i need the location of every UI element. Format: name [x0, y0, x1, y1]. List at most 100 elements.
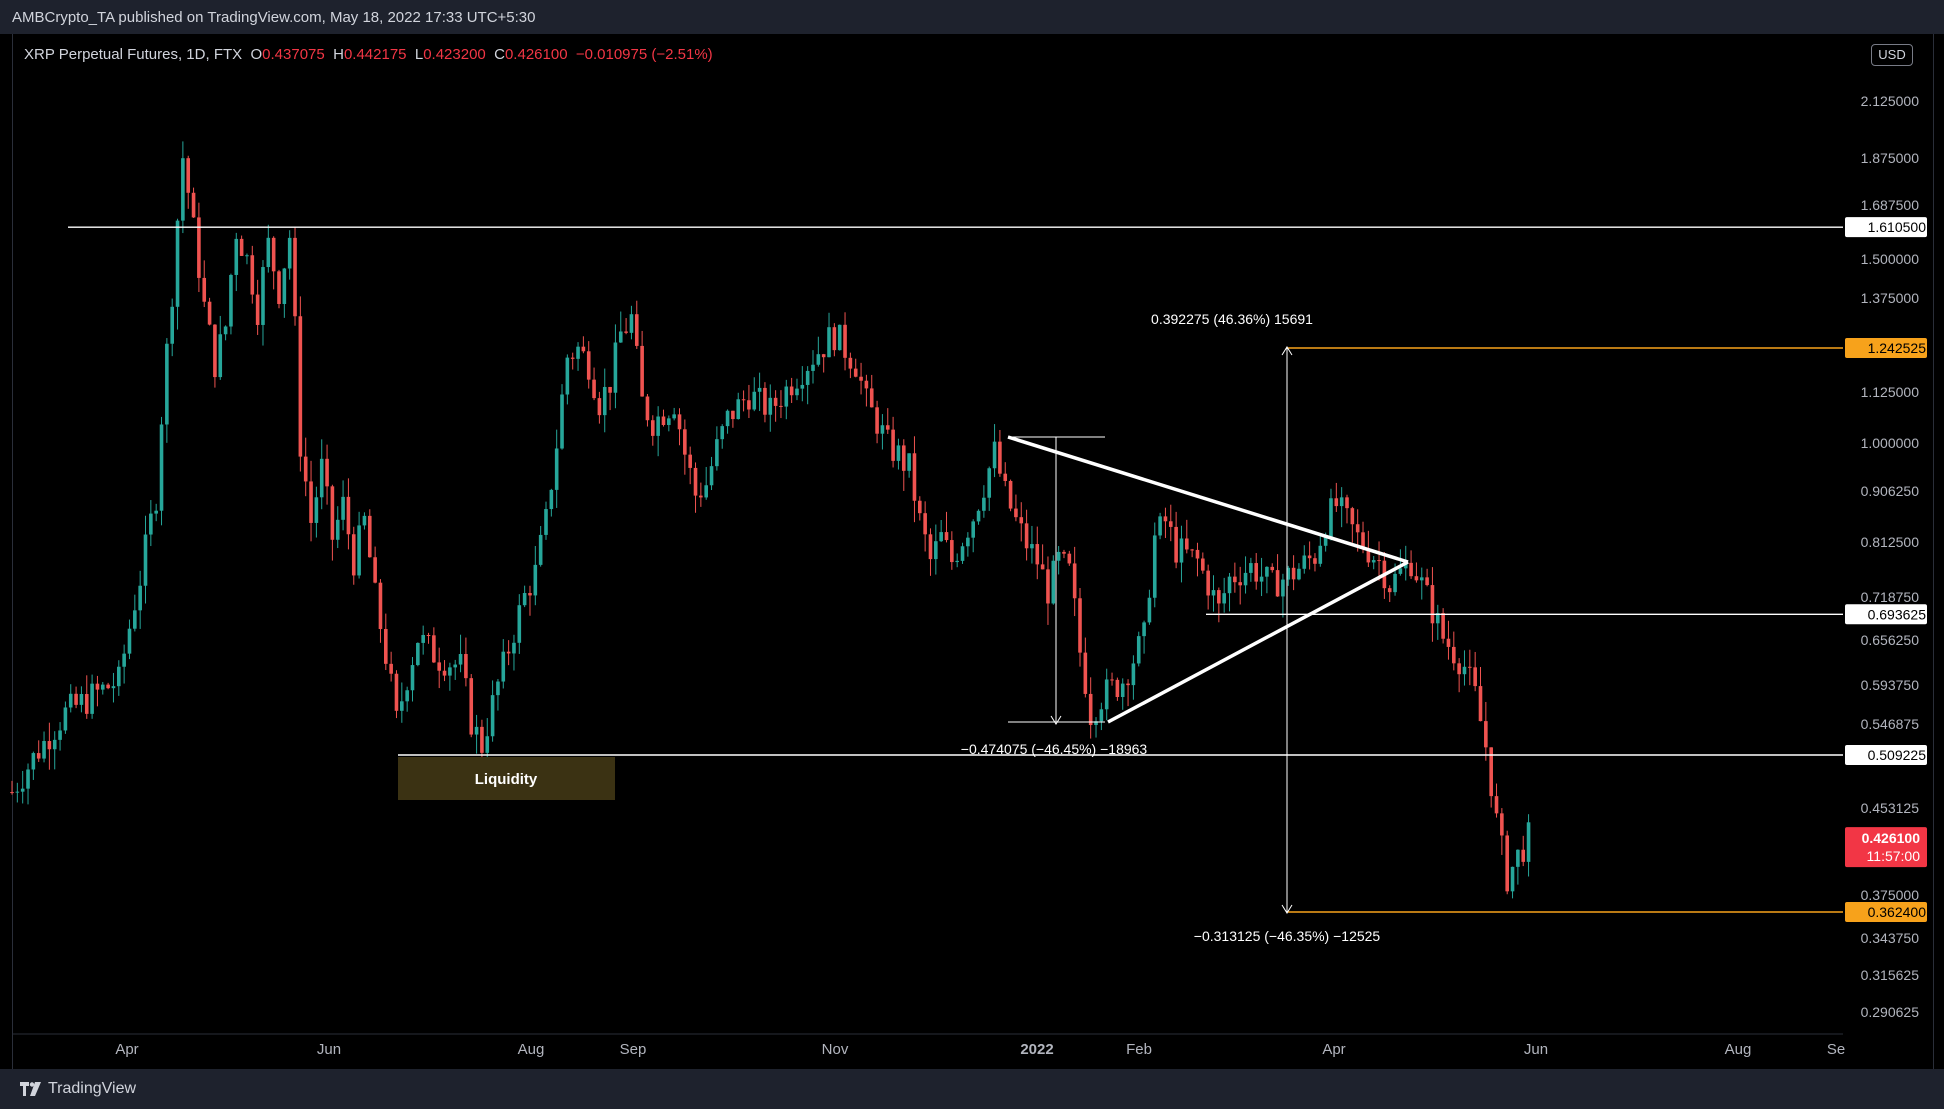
tradingview-brand[interactable]: TradingView [20, 1080, 136, 1098]
candle-body [1019, 517, 1024, 524]
price-tick-label: 1.125000 [1861, 384, 1920, 400]
candle-body [149, 513, 153, 535]
candle-body [271, 237, 276, 272]
candle-body [303, 456, 308, 482]
candle-body [1099, 709, 1104, 722]
price-tick-label: 2.125000 [1861, 93, 1920, 109]
candle-body [143, 534, 148, 586]
brand-label: TradingView [48, 1080, 137, 1097]
candle-body [245, 255, 249, 257]
candle-body [63, 707, 68, 731]
candle-body [1441, 613, 1445, 639]
low-label: L [414, 46, 424, 63]
candle-body [282, 268, 287, 304]
level-price-label: 1.242525 [1868, 340, 1927, 356]
candle-body [1056, 551, 1061, 561]
candle-body [1088, 693, 1093, 726]
candle-body [330, 486, 335, 540]
candle-body [1521, 849, 1526, 862]
level-price-label: 0.693625 [1868, 606, 1927, 622]
candle-body [202, 277, 207, 302]
high-value: 0.442175 [343, 46, 407, 63]
candle-body [1371, 560, 1376, 563]
level-price-tag [1845, 902, 1927, 922]
currency-button[interactable]: USD [1871, 44, 1913, 66]
candle-body [715, 439, 719, 467]
level-price-tag [1845, 217, 1927, 238]
measure-arrow [1050, 715, 1062, 725]
candle-body [1046, 569, 1050, 604]
candle-body [1473, 667, 1477, 687]
candle-body [1307, 555, 1312, 559]
candle-body [570, 357, 575, 359]
candle-body [469, 678, 474, 735]
candle-body [1403, 562, 1408, 569]
candle-body [1419, 577, 1424, 581]
candle-body [1211, 590, 1216, 596]
candle-body [1233, 576, 1237, 583]
candle-body [1254, 563, 1259, 582]
candle-body [1435, 613, 1440, 624]
candle-body [1478, 686, 1483, 722]
candle-body [618, 331, 623, 343]
candle-body [1110, 679, 1114, 681]
candle-body [1083, 652, 1088, 694]
candle-body [394, 673, 399, 711]
candle-body [512, 642, 516, 654]
candle-body [325, 458, 329, 487]
candle-body [1430, 585, 1435, 624]
candle-body [367, 515, 372, 558]
candle-body [1425, 577, 1429, 586]
candle-body [165, 343, 169, 425]
candle-body [1067, 553, 1072, 564]
candle-body [752, 391, 757, 410]
liquidity-label: Liquidity [475, 771, 538, 788]
candle-body [896, 445, 901, 461]
candle-body [918, 500, 922, 514]
candle-body [613, 342, 618, 393]
candle-body [1286, 567, 1291, 580]
time-tick-label: Aug [1725, 1041, 1752, 1058]
candle-body [1179, 538, 1184, 563]
candle-body [1281, 579, 1285, 597]
candle-body [1297, 568, 1301, 580]
candle-body [768, 397, 773, 415]
candle-body [357, 525, 361, 576]
candle-body [506, 651, 511, 654]
open-value: 0.437075 [262, 46, 325, 63]
candle-body [987, 468, 992, 498]
candle-body [731, 410, 735, 420]
candle-body [837, 324, 842, 351]
top-bar: AMBCrypto_TA published on TradingView.co… [0, 0, 1944, 34]
candle-body [789, 386, 794, 396]
price-tick-label: 0.593750 [1861, 677, 1920, 693]
candle-body [1104, 679, 1109, 710]
candle-body [976, 510, 981, 522]
symbol-name: XRP Perpetual Futures, 1D, FTX [24, 46, 243, 63]
candle-body [79, 694, 84, 705]
candle-body [1494, 796, 1499, 814]
candle-body [159, 424, 164, 511]
candle-body [255, 294, 260, 325]
candle-body [597, 398, 602, 416]
price-tick-label: 1.687500 [1861, 197, 1920, 213]
candle-body [832, 327, 837, 351]
time-tick-label: Jun [317, 1041, 341, 1058]
time-tick-label: Apr [1322, 1041, 1345, 1058]
candle-body [704, 485, 708, 498]
candle-body [848, 357, 853, 369]
candle-body [672, 414, 676, 419]
candle-body [84, 694, 89, 714]
candle-body [586, 351, 591, 380]
time-tick-label: Apr [115, 1041, 138, 1058]
measure-label-target: −0.313125 (−46.35%) −12525 [1194, 928, 1381, 944]
candle-body [1120, 683, 1125, 698]
candle-body [234, 238, 239, 275]
candle-body [10, 792, 14, 794]
candle-body [725, 410, 730, 427]
candle-body [1249, 563, 1253, 573]
candle-body [773, 397, 778, 406]
time-tick-label: Feb [1126, 1041, 1152, 1058]
candle-body [95, 683, 100, 690]
